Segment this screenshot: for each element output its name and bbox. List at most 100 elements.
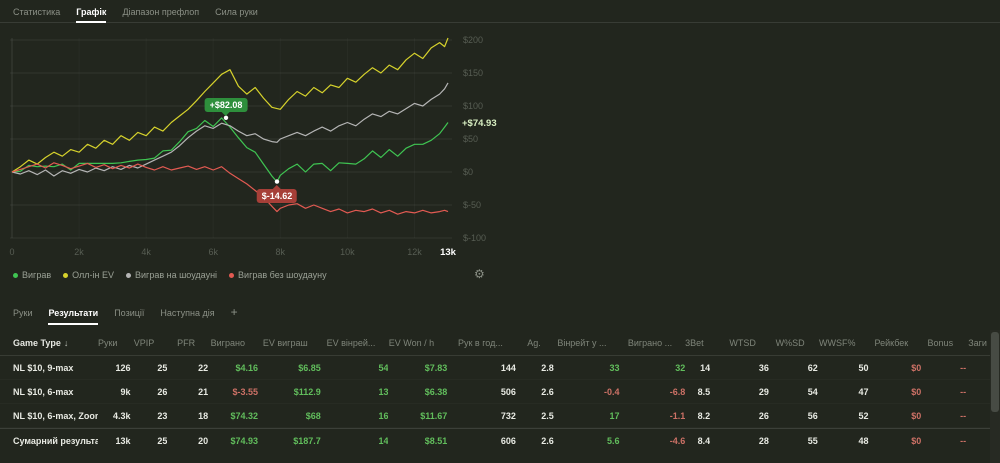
column-header[interactable]: Ag. [527, 337, 541, 348]
table-cell: 126 [115, 362, 131, 373]
column-header[interactable]: Руки [97, 337, 118, 348]
add-tab-plus-icon[interactable]: + [230, 305, 238, 319]
table-cell: 8.5 [697, 386, 711, 397]
legend-label: Виграв на шоудауні [135, 270, 218, 280]
table-cell: $0 [911, 410, 922, 421]
column-header[interactable]: Заги [968, 337, 987, 348]
table-cell: 13k [115, 435, 131, 446]
table-cell: 732 [500, 410, 516, 421]
column-header[interactable]: Рейкбек [874, 337, 909, 348]
scrollbar-thumb[interactable] [991, 332, 999, 412]
table-cell: $-3.55 [232, 386, 258, 397]
table-cell: 2.6 [541, 386, 554, 397]
vertical-scrollbar[interactable] [990, 330, 1000, 463]
column-header[interactable]: PFR [177, 337, 196, 348]
y-axis-label: $150 [463, 68, 484, 78]
table-cell: 26 [157, 386, 168, 397]
table-row[interactable]: NL $10, 6-max, Zoom 4.3k 23 18 $74.32 $68 16 $1… [0, 404, 1000, 428]
chart-max-badge: +$82.08 [204, 97, 248, 116]
table-cell: 22 [198, 362, 209, 373]
x-axis-label: 6k [208, 247, 218, 257]
table-cell: $0 [911, 386, 922, 397]
table-cell: 2.6 [541, 435, 554, 446]
table-cell: 54 [378, 362, 389, 373]
table-row[interactable]: NL $10, 6-max 9k 26 21 $-3.55 $112.9 13 $6.38 50… [0, 380, 1000, 404]
table-cell: 17 [609, 410, 620, 421]
column-header[interactable]: WWSF% [818, 337, 856, 348]
legend-item[interactable]: Виграв [13, 270, 51, 280]
table-cell: 5.6 [607, 435, 620, 446]
table-cell: 50 [858, 362, 869, 373]
tab-results[interactable]: Результати [48, 304, 99, 325]
table-cell: $112.9 [293, 386, 321, 397]
tab-hands[interactable]: Руки [13, 308, 33, 318]
column-header[interactable]: EV Won / h [388, 337, 435, 348]
table-cell: 14 [700, 362, 711, 373]
column-header[interactable]: Виграно [210, 337, 245, 348]
tab-statistics[interactable]: Статистика [13, 7, 61, 17]
table-cell: -- [960, 362, 967, 373]
legend-label: Виграв без шоудауну [238, 270, 327, 280]
sort-desc-icon: ↓ [63, 337, 69, 348]
column-header[interactable]: Вінрейт у ... [557, 337, 607, 348]
table-row-summary[interactable]: Сумарний результат 13k 25 20 $74.93 $187.7 14 $… [0, 428, 1000, 452]
y-axis-label: $0 [463, 167, 474, 177]
x-axis-label: 2k [74, 247, 84, 257]
table-cell: $6.85 [298, 362, 321, 373]
table-body: NL $10, 9-max 126 25 22 $4.16 $6.85 54 $7.83 144… [0, 356, 1000, 452]
tab-next-action[interactable]: Наступна дія [160, 308, 215, 318]
column-header-game-type[interactable]: Game Type ↓ [13, 337, 69, 348]
table-cell: $6.38 [424, 386, 448, 397]
table-cell: 144 [500, 362, 516, 373]
table-cell: $74.93 [230, 435, 258, 446]
column-header[interactable]: Виграно ... [627, 337, 673, 348]
table-cell: -- [960, 435, 967, 446]
legend-item[interactable]: Виграв без шоудауну [229, 270, 327, 280]
table-cell: 16 [378, 410, 389, 421]
legend-dot-icon [13, 272, 18, 278]
table-cell: 32 [675, 362, 686, 373]
legend-dot-icon [126, 272, 131, 278]
table-cell: 2.5 [541, 410, 554, 421]
tab-graph[interactable]: Графік [76, 0, 107, 23]
chart-settings-gear-icon[interactable]: ⚙ [474, 267, 485, 281]
table-header-row: Game Type ↓ Руки VPIP PFR Виграно EV виграш EV … [0, 330, 1000, 356]
table-cell: -0.4 [604, 386, 620, 397]
tab-positions[interactable]: Позиції [114, 308, 145, 318]
table-cell: -4.6 [669, 435, 686, 446]
game-type-cell: NL $10, 6-max [13, 386, 74, 397]
table-cell: 21 [198, 386, 209, 397]
table-cell: $7.83 [424, 362, 448, 373]
table-cell: $0 [911, 362, 922, 373]
table-cell: 62 [807, 362, 818, 373]
column-header[interactable]: 3Bet [685, 337, 704, 348]
table-cell: 28 [758, 435, 769, 446]
legend-dot-icon [229, 272, 235, 278]
y-axis-label: $50 [463, 134, 479, 144]
table-row[interactable]: NL $10, 9-max 126 25 22 $4.16 $6.85 54 $7.83 144… [0, 356, 1000, 380]
column-header[interactable]: EV вінрей... [326, 337, 376, 348]
legend-item[interactable]: Виграв на шоудауні [126, 270, 217, 280]
column-header[interactable]: Рук в год... [457, 337, 503, 348]
table-cell: 33 [609, 362, 620, 373]
column-header[interactable]: Bonus [927, 337, 954, 348]
tab-preflop-range[interactable]: Діапазон префлоп [122, 7, 200, 17]
legend-item[interactable]: Олл-ін EV [63, 270, 114, 280]
table-cell: $8.51 [424, 435, 448, 446]
column-header[interactable]: VPIP [133, 337, 155, 348]
y-axis-label: $200 [463, 35, 484, 45]
column-header[interactable]: EV виграш [262, 337, 308, 348]
winnings-chart-canvas[interactable] [0, 30, 460, 245]
legend-label: Олл-ін EV [72, 270, 114, 280]
table-cell: 47 [858, 386, 869, 397]
table-cell: 8.2 [697, 410, 711, 421]
column-header[interactable]: W%SD [775, 337, 805, 348]
tab-hand-strength[interactable]: Сила руки [215, 7, 258, 17]
table-cell: 13 [378, 386, 389, 397]
x-axis-label: 12k [407, 247, 422, 257]
y-axis-label: $100 [463, 101, 484, 111]
table-cell: 48 [858, 435, 869, 446]
table-cell: 20 [198, 435, 209, 446]
table-cell: 8.4 [697, 435, 711, 446]
column-header[interactable]: WTSD [729, 337, 756, 348]
